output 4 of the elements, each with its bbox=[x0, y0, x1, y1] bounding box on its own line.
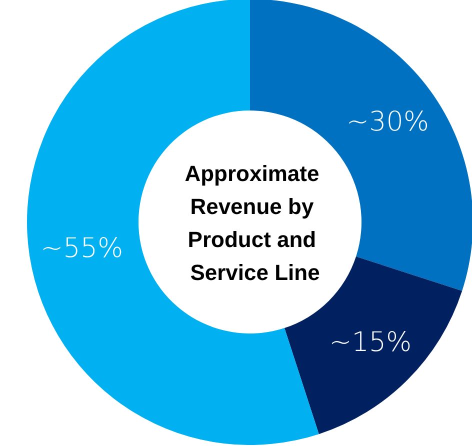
data-label: ~15% bbox=[329, 326, 412, 358]
text: Approximate Revenue by Product and Service Line bbox=[184, 161, 326, 285]
data-label: ~30% bbox=[346, 106, 430, 138]
data-label: ~55% bbox=[40, 233, 124, 264]
